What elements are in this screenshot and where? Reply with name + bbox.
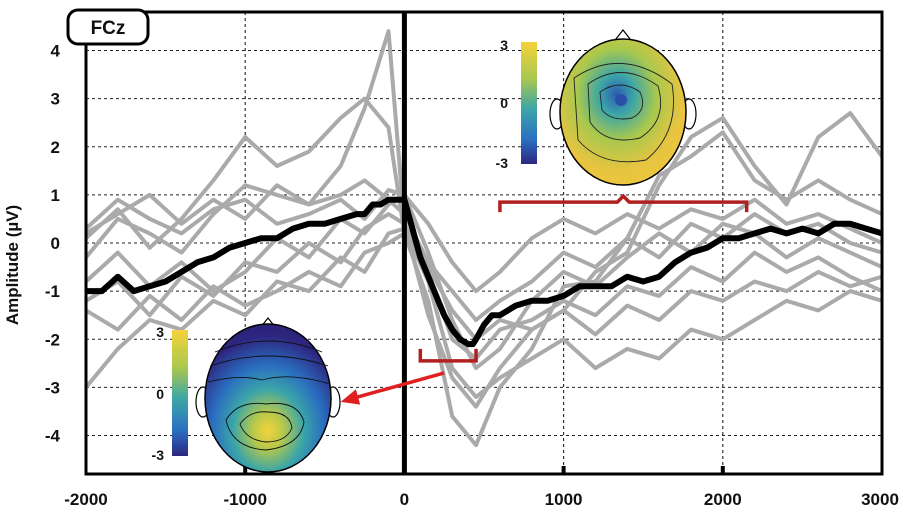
y-tick-label: -4: [45, 427, 61, 446]
individual-traces: [86, 29, 882, 448]
y-tick-labels: 4 3 2 1 0 -1 -2 -3 -4: [45, 42, 61, 446]
topomap-arrow: [354, 371, 445, 400]
topomap-arrow-head: [340, 389, 361, 405]
channel-label-box: FCz: [66, 8, 150, 46]
x-tick-labels: -2000 -1000 0 1000 2000 3000: [64, 490, 899, 509]
individual-trace-1: [86, 29, 882, 409]
grand-average-trace: [86, 196, 882, 348]
x-tick-label: -2000: [64, 490, 107, 509]
late-window-bracket: [498, 193, 749, 213]
grand-average-line: [86, 196, 882, 348]
colorbar-early-tick-mid: 0: [156, 386, 164, 402]
x-tick-label: 2000: [704, 490, 742, 509]
colorbar-late: [521, 42, 537, 164]
individual-trace-6: [86, 178, 882, 322]
channel-label: FCz: [91, 18, 126, 39]
y-tick-label: -2: [45, 330, 60, 349]
x-tick-label: 3000: [861, 490, 899, 509]
individual-trace-8: [86, 231, 882, 342]
topomap-late: 3 0 -3: [496, 29, 697, 186]
x-tick-label: 0: [400, 490, 409, 509]
colorbar-early-tick-top: 3: [156, 324, 164, 340]
y-tick-label: 0: [51, 234, 60, 253]
topomap-early: 3 0 -3: [152, 317, 341, 473]
plot-frame: [84, 10, 884, 476]
x-tick-label: 1000: [545, 490, 583, 509]
y-tick-label: 3: [51, 90, 60, 109]
individual-trace-2: [86, 96, 882, 448]
y-tick-label: -1: [45, 282, 60, 301]
individual-trace-5: [86, 212, 882, 361]
colorbar-early-tick-bottom: -3: [152, 447, 165, 463]
y-tick-label: -3: [45, 378, 60, 397]
y-tick-label: 1: [51, 186, 60, 205]
y-axis-title: Amplitude (µV): [3, 205, 22, 325]
y-tick-label: 4: [51, 42, 61, 61]
individual-trace-4: [86, 188, 882, 294]
x-tick-label: -1000: [223, 490, 266, 509]
window-annotations: [340, 193, 749, 405]
colorbar-early: [172, 330, 188, 456]
early-window-bracket: [418, 348, 478, 363]
individual-trace-7: [86, 226, 882, 399]
colorbar-late-tick-top: 3: [500, 37, 508, 53]
y-tick-label: 2: [51, 138, 60, 157]
colorbar-late-tick-mid: 0: [500, 95, 508, 111]
colorbar-late-tick-bottom: -3: [496, 155, 509, 171]
